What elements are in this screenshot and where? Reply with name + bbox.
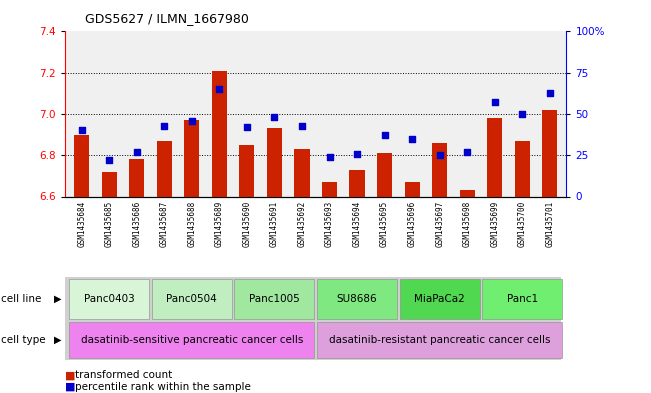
- Point: [104, 157, 115, 163]
- Text: GSM1435686: GSM1435686: [132, 200, 141, 247]
- Bar: [157, 141, 172, 196]
- Point: [187, 118, 197, 124]
- Text: GSM1435691: GSM1435691: [270, 200, 279, 247]
- Bar: [69, 279, 149, 319]
- Text: GSM1435689: GSM1435689: [215, 200, 224, 247]
- Point: [352, 151, 362, 157]
- Text: GSM1435699: GSM1435699: [490, 200, 499, 247]
- Point: [132, 149, 142, 155]
- Bar: [317, 279, 397, 319]
- Bar: [74, 134, 89, 196]
- Bar: [322, 182, 337, 196]
- Point: [324, 154, 335, 160]
- Bar: [487, 118, 503, 196]
- Text: cell type: cell type: [1, 335, 46, 345]
- Bar: [267, 129, 282, 196]
- Text: transformed count: transformed count: [75, 370, 172, 380]
- Text: GSM1435690: GSM1435690: [242, 200, 251, 247]
- Text: GSM1435695: GSM1435695: [380, 200, 389, 247]
- Text: SU8686: SU8686: [337, 294, 378, 304]
- Text: dasatinib-resistant pancreatic cancer cells: dasatinib-resistant pancreatic cancer ce…: [329, 335, 551, 345]
- Text: GSM1435698: GSM1435698: [463, 200, 472, 247]
- Text: GSM1435684: GSM1435684: [77, 200, 86, 247]
- Text: ▶: ▶: [54, 335, 62, 345]
- Bar: [400, 279, 480, 319]
- Text: Panc0504: Panc0504: [167, 294, 217, 304]
- Point: [214, 86, 225, 92]
- Point: [270, 114, 280, 120]
- Bar: [69, 322, 314, 358]
- Text: GSM1435701: GSM1435701: [546, 200, 555, 247]
- Bar: [460, 190, 475, 196]
- Text: GSM1435700: GSM1435700: [518, 200, 527, 247]
- Point: [407, 136, 417, 142]
- Point: [76, 127, 87, 134]
- Bar: [377, 153, 392, 196]
- Text: MiaPaCa2: MiaPaCa2: [414, 294, 465, 304]
- Text: cell line: cell line: [1, 294, 41, 304]
- Bar: [350, 170, 365, 196]
- Point: [242, 124, 252, 130]
- Point: [545, 89, 555, 95]
- Bar: [240, 145, 255, 196]
- Bar: [404, 182, 420, 196]
- Bar: [184, 120, 199, 196]
- Text: GSM1435694: GSM1435694: [353, 200, 361, 247]
- Text: GSM1435697: GSM1435697: [435, 200, 444, 247]
- Bar: [294, 149, 309, 196]
- Text: dasatinib-sensitive pancreatic cancer cells: dasatinib-sensitive pancreatic cancer ce…: [81, 335, 303, 345]
- Point: [434, 152, 445, 158]
- Text: GSM1435692: GSM1435692: [298, 200, 307, 247]
- Bar: [129, 159, 145, 196]
- Point: [517, 111, 527, 117]
- Text: GSM1435693: GSM1435693: [325, 200, 334, 247]
- Bar: [102, 172, 117, 196]
- Bar: [515, 141, 530, 196]
- Text: GSM1435687: GSM1435687: [159, 200, 169, 247]
- Text: Panc0403: Panc0403: [84, 294, 135, 304]
- Point: [462, 149, 473, 155]
- Bar: [212, 71, 227, 196]
- Bar: [317, 322, 562, 358]
- Point: [490, 99, 500, 106]
- Bar: [152, 279, 232, 319]
- Bar: [542, 110, 557, 196]
- Text: GDS5627 / ILMN_1667980: GDS5627 / ILMN_1667980: [85, 12, 249, 25]
- Text: ■: ■: [65, 382, 76, 392]
- Text: ▶: ▶: [54, 294, 62, 304]
- Text: GSM1435685: GSM1435685: [105, 200, 114, 247]
- Text: Panc1: Panc1: [506, 294, 538, 304]
- Text: percentile rank within the sample: percentile rank within the sample: [75, 382, 251, 392]
- Point: [297, 122, 307, 129]
- Text: Panc1005: Panc1005: [249, 294, 300, 304]
- Text: GSM1435688: GSM1435688: [187, 200, 197, 247]
- Bar: [234, 279, 314, 319]
- Point: [380, 132, 390, 139]
- Bar: [432, 143, 447, 196]
- Point: [159, 122, 169, 129]
- Bar: [482, 279, 562, 319]
- Text: GSM1435696: GSM1435696: [408, 200, 417, 247]
- Text: ■: ■: [65, 370, 76, 380]
